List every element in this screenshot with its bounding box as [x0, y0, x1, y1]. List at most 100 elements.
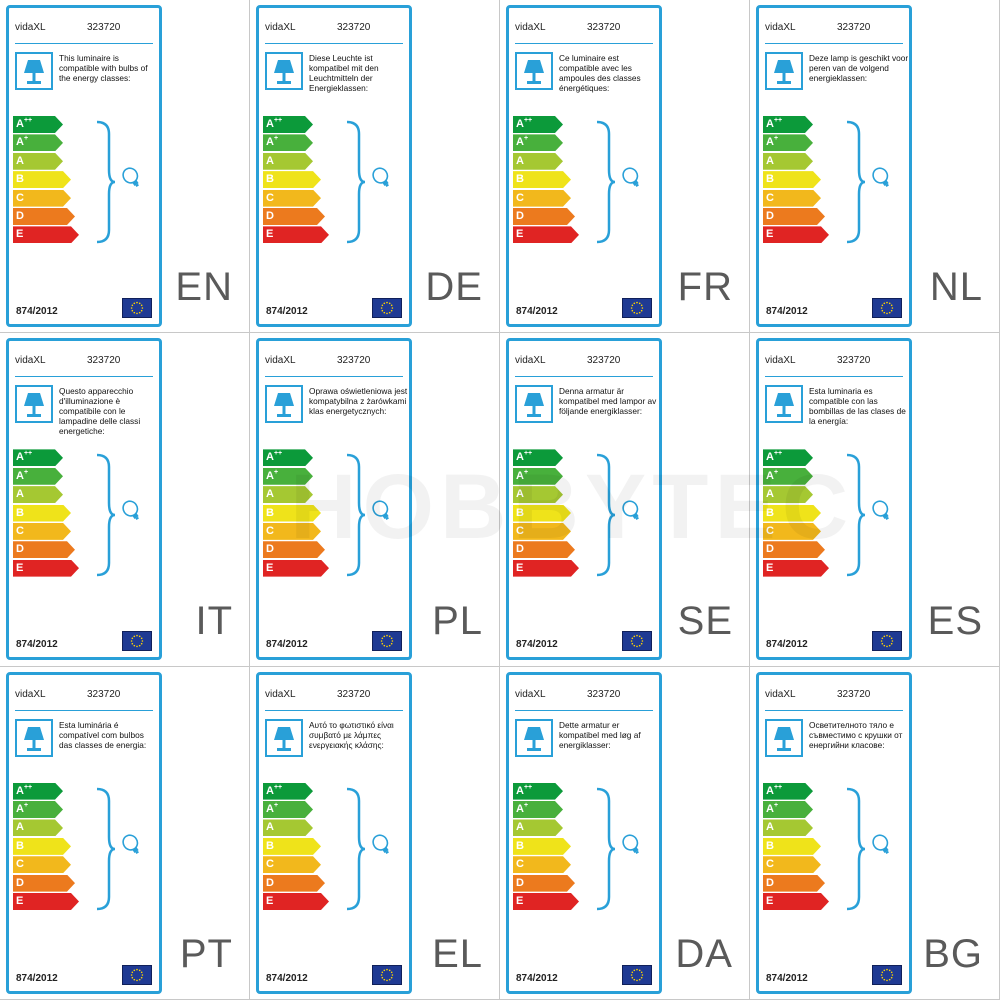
energy-class-scale: A++ A+ A B C D E — [763, 116, 829, 245]
eu-star — [130, 640, 133, 643]
energy-class-arrow: B — [13, 505, 71, 522]
energy-class-arrow: C — [763, 523, 821, 540]
lamp-icon — [265, 385, 303, 424]
eu-star — [638, 635, 641, 638]
energy-class-scale: A++ A+ A B C D E — [13, 449, 79, 578]
eu-star — [386, 968, 388, 971]
eu-star — [633, 969, 636, 971]
curly-brace-icon — [846, 454, 866, 577]
eu-star — [140, 643, 143, 645]
energy-class-arrow: A++ — [13, 449, 63, 466]
energy-class-arrow: A+ — [513, 134, 563, 151]
eu-star — [391, 307, 394, 309]
energy-class-letter: A — [266, 451, 274, 464]
eu-star — [381, 976, 384, 979]
eu-star — [388, 311, 391, 314]
eu-star — [890, 971, 893, 973]
eu-star — [131, 637, 134, 640]
card-header: vidaXL 323720 — [515, 16, 653, 44]
eu-star — [380, 640, 383, 643]
regulation-number: 874/2012 — [766, 639, 808, 651]
card-header: vidaXL 323720 — [515, 349, 653, 378]
energy-class-letter: E — [766, 228, 774, 241]
energy-label-card: vidaXL 323720 Esta luminária é compatíve… — [6, 671, 162, 994]
energy-class-suffix: ++ — [273, 117, 283, 124]
language-code: EL — [432, 931, 483, 976]
energy-class-suffix: + — [773, 802, 779, 810]
energy-class-letter: E — [16, 561, 24, 574]
label-cell-es: vidaXL 323720 Esta luminaria es compatib… — [750, 333, 1000, 667]
energy-class-arrow: D — [513, 541, 575, 558]
eu-star — [631, 309, 634, 312]
curly-brace-icon — [96, 120, 116, 244]
eu-star — [881, 643, 884, 645]
energy-class-letter: A — [766, 821, 774, 834]
language-code: PL — [432, 598, 483, 643]
energy-class-letter: D — [516, 209, 524, 222]
eu-star — [131, 309, 134, 312]
energy-class-arrow: A — [763, 486, 813, 503]
energy-class-scale: A++ A+ A B C D E — [513, 783, 579, 912]
eu-star — [138, 635, 141, 638]
eu-star — [380, 307, 383, 309]
eu-star — [383, 645, 386, 647]
compatibility-text: Denna armatur är kompatibel med lampor a… — [559, 386, 657, 417]
lamp-icon — [515, 52, 553, 90]
energy-class-scale: A++ A+ A B C D E — [263, 783, 329, 912]
energy-class-arrow: A++ — [513, 783, 563, 800]
model-number: 323720 — [87, 688, 121, 700]
energy-class-scale: A++ A+ A B C D E — [263, 449, 329, 578]
energy-class-letter: A — [16, 784, 24, 797]
eu-star — [631, 971, 634, 973]
regulation-number: 874/2012 — [766, 306, 808, 317]
energy-class-letter: B — [516, 506, 524, 519]
language-code: SE — [677, 598, 733, 643]
card-header: vidaXL 323720 — [515, 683, 653, 711]
energy-class-letter: A — [766, 451, 774, 464]
energy-class-letter: A — [516, 784, 524, 797]
card-header: vidaXL 323720 — [265, 683, 403, 711]
regulation-number: 874/2012 — [266, 306, 308, 317]
eu-flag-icon — [372, 298, 402, 318]
eu-star — [891, 973, 894, 976]
energy-class-letter: E — [266, 895, 274, 907]
energy-class-letter: C — [16, 191, 24, 204]
eu-star — [390, 304, 393, 307]
eu-star — [386, 635, 388, 637]
energy-label-card: vidaXL 323720 Denna armatur är kompatibe… — [506, 338, 662, 661]
eu-star — [631, 304, 634, 307]
regulation-number: 874/2012 — [16, 972, 58, 984]
energy-class-arrow: E — [513, 226, 579, 243]
eu-star — [133, 645, 136, 647]
energy-class-letter: E — [766, 895, 774, 907]
energy-class-arrow: A++ — [13, 116, 63, 133]
eu-star — [636, 968, 638, 971]
energy-class-suffix: + — [23, 135, 29, 143]
energy-class-letter: A — [16, 154, 24, 167]
eu-star — [633, 302, 636, 305]
energy-class-suffix: ++ — [523, 450, 533, 458]
eu-star — [891, 640, 894, 643]
compatibility-text: Осветителното тяло е съвместимо с крушки… — [809, 719, 903, 750]
eu-star — [136, 301, 138, 304]
energy-class-letter: B — [516, 173, 524, 186]
model-number: 323720 — [587, 688, 621, 700]
light-bulb-icon — [122, 500, 139, 521]
eu-flag-icon — [622, 298, 652, 318]
eu-star — [138, 311, 141, 314]
eu-star — [886, 645, 888, 648]
eu-star — [130, 973, 133, 976]
eu-star — [381, 309, 384, 312]
energy-class-arrow: A — [513, 819, 563, 836]
energy-class-letter: D — [266, 543, 274, 556]
energy-class-letter: A — [516, 118, 524, 130]
lamp-icon — [765, 52, 803, 90]
eu-star — [136, 645, 138, 648]
eu-star — [883, 645, 886, 647]
eu-star — [630, 640, 633, 643]
energy-class-letter: D — [16, 543, 24, 556]
brand-name: vidaXL — [265, 22, 296, 33]
eu-star — [638, 302, 641, 305]
eu-flag-icon — [372, 964, 402, 985]
